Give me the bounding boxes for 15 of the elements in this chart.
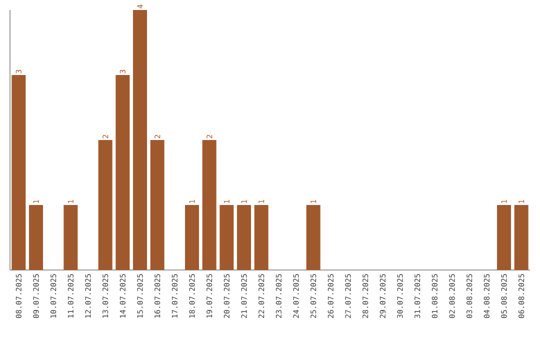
bar <box>98 140 112 270</box>
bar <box>202 140 216 270</box>
bar <box>237 205 251 270</box>
bar <box>133 10 147 270</box>
bar <box>29 205 43 270</box>
bar <box>150 140 164 270</box>
bar <box>64 205 78 270</box>
bar <box>497 205 512 270</box>
bar <box>220 205 234 270</box>
bar <box>12 75 26 270</box>
bar <box>514 205 528 270</box>
bar <box>116 75 130 270</box>
bar <box>306 205 320 270</box>
bar <box>185 205 199 270</box>
bar <box>254 205 268 270</box>
